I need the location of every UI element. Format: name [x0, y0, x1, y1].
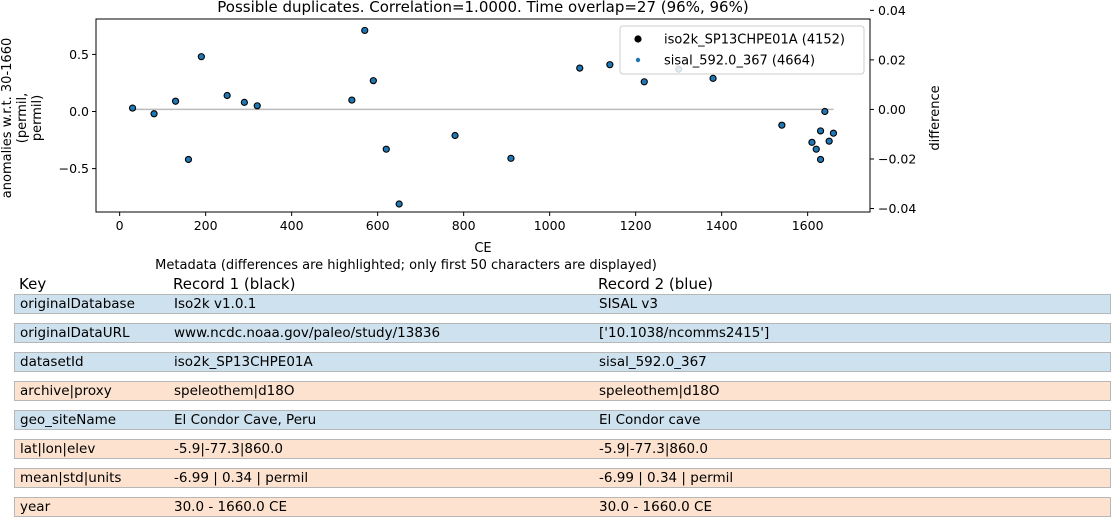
point-series-2 [641, 79, 647, 85]
row-key: year [20, 499, 51, 515]
point-series-2 [185, 156, 191, 162]
metadata-row-lat-lon-elev: lat|lon|elev -5.9|-77.3|860.0 -5.9|-77.3… [14, 439, 1111, 459]
point-series-2 [396, 201, 402, 207]
y-tick-label: 0.0 [69, 104, 89, 119]
row-record-1: www.ncdc.noaa.gov/paleo/study/13836 [174, 325, 441, 341]
y-tick-label: −0.5 [59, 161, 89, 176]
legend-marker-series-1 [634, 35, 642, 43]
metadata-row-mean-std-units: mean|std|units -6.99 | 0.34 | permil -6.… [14, 468, 1111, 488]
point-series-2 [818, 128, 824, 134]
x-tick-label: 1200 [620, 218, 652, 233]
row-record-2: -5.9|-77.3|860.0 [599, 441, 709, 457]
row-key: mean|std|units [20, 470, 122, 486]
y-axis-label-line: anomalies w.r.t. 30-1660 [0, 38, 15, 198]
row-record-1: speleothem|d18O [174, 383, 295, 399]
metadata-row-year: year 30.0 - 1660.0 CE 30.0 - 1660.0 CE [14, 497, 1111, 517]
legend-marker-series-2 [635, 57, 641, 63]
header-record-2: Record 2 (blue) [598, 275, 714, 293]
metadata-title: Metadata (differences are highlighted; o… [155, 258, 657, 273]
y2-tick-label: −0.04 [878, 201, 916, 216]
y2-tick-label: 0.00 [878, 102, 906, 117]
x-tick-label: 1400 [706, 218, 738, 233]
x-tick-label: 200 [194, 218, 218, 233]
point-series-2 [370, 78, 376, 84]
y2-tick-label: 0.04 [878, 3, 906, 18]
point-series-2 [383, 146, 389, 152]
metadata-row-original-database: originalDatabase Iso2k v1.0.1 SISAL v3 [14, 294, 1111, 314]
point-series-2 [151, 111, 157, 117]
y-axis-label-line: permil) [30, 95, 45, 141]
point-series-2 [818, 156, 824, 162]
row-key: originalDatabase [20, 296, 135, 312]
point-series-2 [224, 93, 230, 99]
row-key: geo_siteName [20, 412, 117, 428]
point-series-2 [241, 99, 247, 105]
row-record-1: 30.0 - 1660.0 CE [174, 499, 287, 515]
point-series-2 [198, 54, 204, 60]
point-series-2 [254, 103, 260, 109]
row-key: lat|lon|elev [20, 441, 96, 457]
point-series-2 [452, 132, 458, 138]
header-key: Key [19, 275, 47, 293]
row-record-1: iso2k_SP13CHPE01A [174, 354, 313, 370]
point-series-2 [779, 122, 785, 128]
legend-label-series-1: iso2k_SP13CHPE01A (4152) [664, 33, 845, 48]
plot-frame [95, 18, 871, 213]
header-record-1: Record 1 (black) [173, 275, 296, 293]
x-tick-label: 400 [280, 218, 304, 233]
point-series-2 [830, 130, 836, 136]
chart-title: Possible duplicates. Correlation=1.0000.… [217, 0, 748, 16]
y2-axis-label: difference [928, 85, 943, 150]
point-series-2 [349, 97, 355, 103]
point-series-2 [809, 139, 815, 145]
point-series-2 [508, 155, 514, 161]
row-key: originalDataURL [20, 325, 130, 341]
y-axis-label-line: (permil, [15, 93, 30, 143]
legend-label-series-2: sisal_592.0_367 (4664) [664, 54, 815, 69]
x-tick-label: 1000 [534, 218, 566, 233]
y-tick-label: 0.5 [69, 47, 89, 62]
point-series-2 [362, 27, 368, 33]
row-record-2: ['10.1038/ncomms2415'] [599, 325, 770, 341]
row-key: datasetId [20, 354, 84, 370]
row-record-2: -6.99 | 0.34 | permil [599, 470, 734, 486]
y2-tick-label: −0.02 [878, 151, 916, 166]
row-record-1: -6.99 | 0.34 | permil [174, 470, 309, 486]
point-series-2 [813, 146, 819, 152]
row-record-2: sisal_592.0_367 [599, 354, 707, 370]
y2-tick-label: 0.02 [878, 52, 906, 67]
point-series-2 [173, 98, 179, 104]
point-series-2 [710, 75, 716, 81]
row-record-1: El Condor Cave, Peru [174, 412, 317, 428]
row-record-2: speleothem|d18O [599, 383, 720, 399]
metadata-row-geo-site-name: geo_siteName El Condor Cave, Peru El Con… [14, 410, 1111, 430]
row-record-2: 30.0 - 1660.0 CE [599, 499, 712, 515]
x-tick-label: 1600 [792, 218, 824, 233]
row-key: archive|proxy [20, 383, 112, 399]
point-series-2 [826, 138, 832, 144]
x-tick-label: 800 [452, 218, 476, 233]
comparison-chart: Possible duplicates. Correlation=1.0000.… [0, 0, 943, 256]
row-record-1: -5.9|-77.3|860.0 [174, 441, 284, 457]
point-series-2 [130, 105, 136, 111]
metadata-row-archive-proxy: archive|proxy speleothem|d18O speleothem… [14, 381, 1111, 401]
metadata-row-original-data-url: originalDataURL www.ncdc.noaa.gov/paleo/… [14, 323, 1111, 343]
x-tick-label: 600 [366, 218, 390, 233]
metadata-row-dataset-id: datasetId iso2k_SP13CHPE01A sisal_592.0_… [14, 352, 1111, 372]
point-series-2 [577, 65, 583, 71]
legend-box [619, 25, 865, 75]
row-record-2: El Condor cave [599, 412, 701, 428]
point-series-2 [822, 109, 828, 115]
x-axis-label: CE [474, 241, 491, 256]
point-series-2 [607, 62, 613, 68]
row-record-1: Iso2k v1.0.1 [174, 296, 257, 312]
x-tick-label: 0 [116, 218, 124, 233]
row-record-2: SISAL v3 [599, 296, 658, 312]
